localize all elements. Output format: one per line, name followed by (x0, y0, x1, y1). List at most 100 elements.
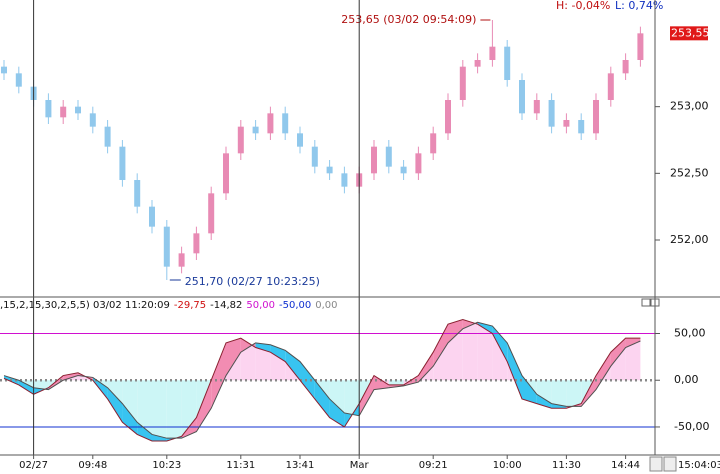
candle-body (208, 193, 215, 234)
candle-body (533, 100, 540, 114)
candle-body (252, 126, 259, 134)
candle-body (75, 106, 81, 114)
band (211, 342, 226, 409)
indicator-header: 50,00 (246, 300, 275, 311)
candle-body (489, 46, 496, 60)
x-tick-label: 09:48 (78, 460, 107, 471)
band (359, 375, 374, 416)
zero-area (477, 324, 493, 381)
candle-body (237, 126, 244, 154)
zero-area (492, 333, 508, 381)
band (63, 372, 78, 381)
x-tick-label: 02/27 (19, 460, 48, 471)
band (270, 344, 286, 362)
band (507, 342, 522, 399)
band (226, 338, 241, 376)
zero-area (625, 338, 641, 381)
x-tick-label: 14:44 (611, 460, 640, 471)
y-tick-label: -50,00 (674, 420, 709, 433)
zero-area (388, 380, 404, 385)
indicator-header: -14,82 (210, 300, 242, 311)
band (374, 375, 389, 390)
candle-body (163, 226, 170, 267)
band (610, 338, 626, 367)
zero-area (551, 380, 567, 409)
indicator-header: 0,00 (315, 300, 337, 311)
y-tick-label: 0,00 (674, 373, 699, 386)
panel-button[interactable] (650, 298, 660, 307)
candle-body (474, 60, 481, 67)
band (18, 380, 34, 395)
candle-body (193, 233, 200, 254)
panel-button[interactable] (641, 298, 651, 307)
zero-area (152, 380, 167, 441)
last-price-box (670, 26, 708, 41)
candle-body (341, 173, 348, 187)
x-tick-label: 13:41 (286, 460, 315, 471)
candle-body (519, 80, 525, 114)
last-price: 253,55 (671, 26, 710, 39)
candle-body (400, 166, 407, 174)
candle-body (504, 46, 511, 80)
x-tick-label: 09:21 (419, 460, 448, 471)
band (107, 387, 123, 423)
candle-body (134, 180, 141, 207)
band (492, 326, 508, 362)
candle-body (267, 113, 274, 134)
band (196, 380, 212, 432)
zero-area (48, 375, 64, 388)
x-tick-label: Mar (350, 460, 370, 471)
oscillator-line (3, 318, 641, 442)
indicator-header: -29,75 (174, 300, 206, 311)
candle-body (89, 113, 96, 127)
indicator-header: ,15,2,15,30,2,5,5) 03/02 11:20:09 (0, 300, 170, 311)
y-tick-label: 252,00 (670, 233, 709, 246)
indicator-header: -50,00 (279, 300, 311, 311)
candle-body (178, 253, 185, 267)
x-tick-label: 10:00 (493, 460, 522, 471)
candle-body (622, 60, 629, 74)
candle-body (607, 73, 614, 100)
band (285, 350, 300, 381)
y-tick-label: 252,50 (670, 166, 709, 179)
candle-body (104, 126, 111, 147)
band (522, 375, 537, 404)
oscillator-line (3, 321, 641, 439)
low-annotation: 251,70 (02/27 10:23:25) (185, 275, 320, 288)
band (462, 319, 478, 329)
y-tick-label: 50,00 (674, 327, 706, 340)
band (300, 361, 315, 399)
tool-button[interactable] (663, 456, 677, 472)
candle-body (385, 146, 392, 167)
candle-body (445, 100, 451, 134)
candle-body (415, 153, 422, 174)
band (448, 319, 463, 343)
candle-body (297, 133, 303, 147)
y-tick-label: 253,00 (670, 100, 709, 113)
candle-body (637, 33, 644, 60)
clock: 15:04:03 (678, 460, 720, 471)
band (625, 338, 641, 348)
candle-body (459, 66, 466, 100)
candle-body (1, 66, 7, 74)
candle-body (149, 206, 155, 227)
zero-area (566, 380, 582, 409)
low-change: L: 0,74% (615, 0, 663, 12)
candle-body (563, 120, 570, 127)
x-tick-label: 11:30 (552, 460, 581, 471)
high-change: H: -0,04% (556, 0, 610, 12)
band (433, 324, 448, 367)
tool-button[interactable] (649, 456, 663, 472)
candle-body (371, 146, 377, 174)
candle-body (593, 100, 599, 134)
candle-body (548, 100, 555, 127)
candle-body (15, 73, 22, 87)
candle-body (282, 113, 289, 134)
candle-body (223, 153, 229, 194)
band (418, 352, 434, 383)
band (255, 342, 271, 353)
candle-body (326, 166, 333, 174)
zero-area (166, 380, 182, 441)
zero-area (462, 319, 478, 381)
